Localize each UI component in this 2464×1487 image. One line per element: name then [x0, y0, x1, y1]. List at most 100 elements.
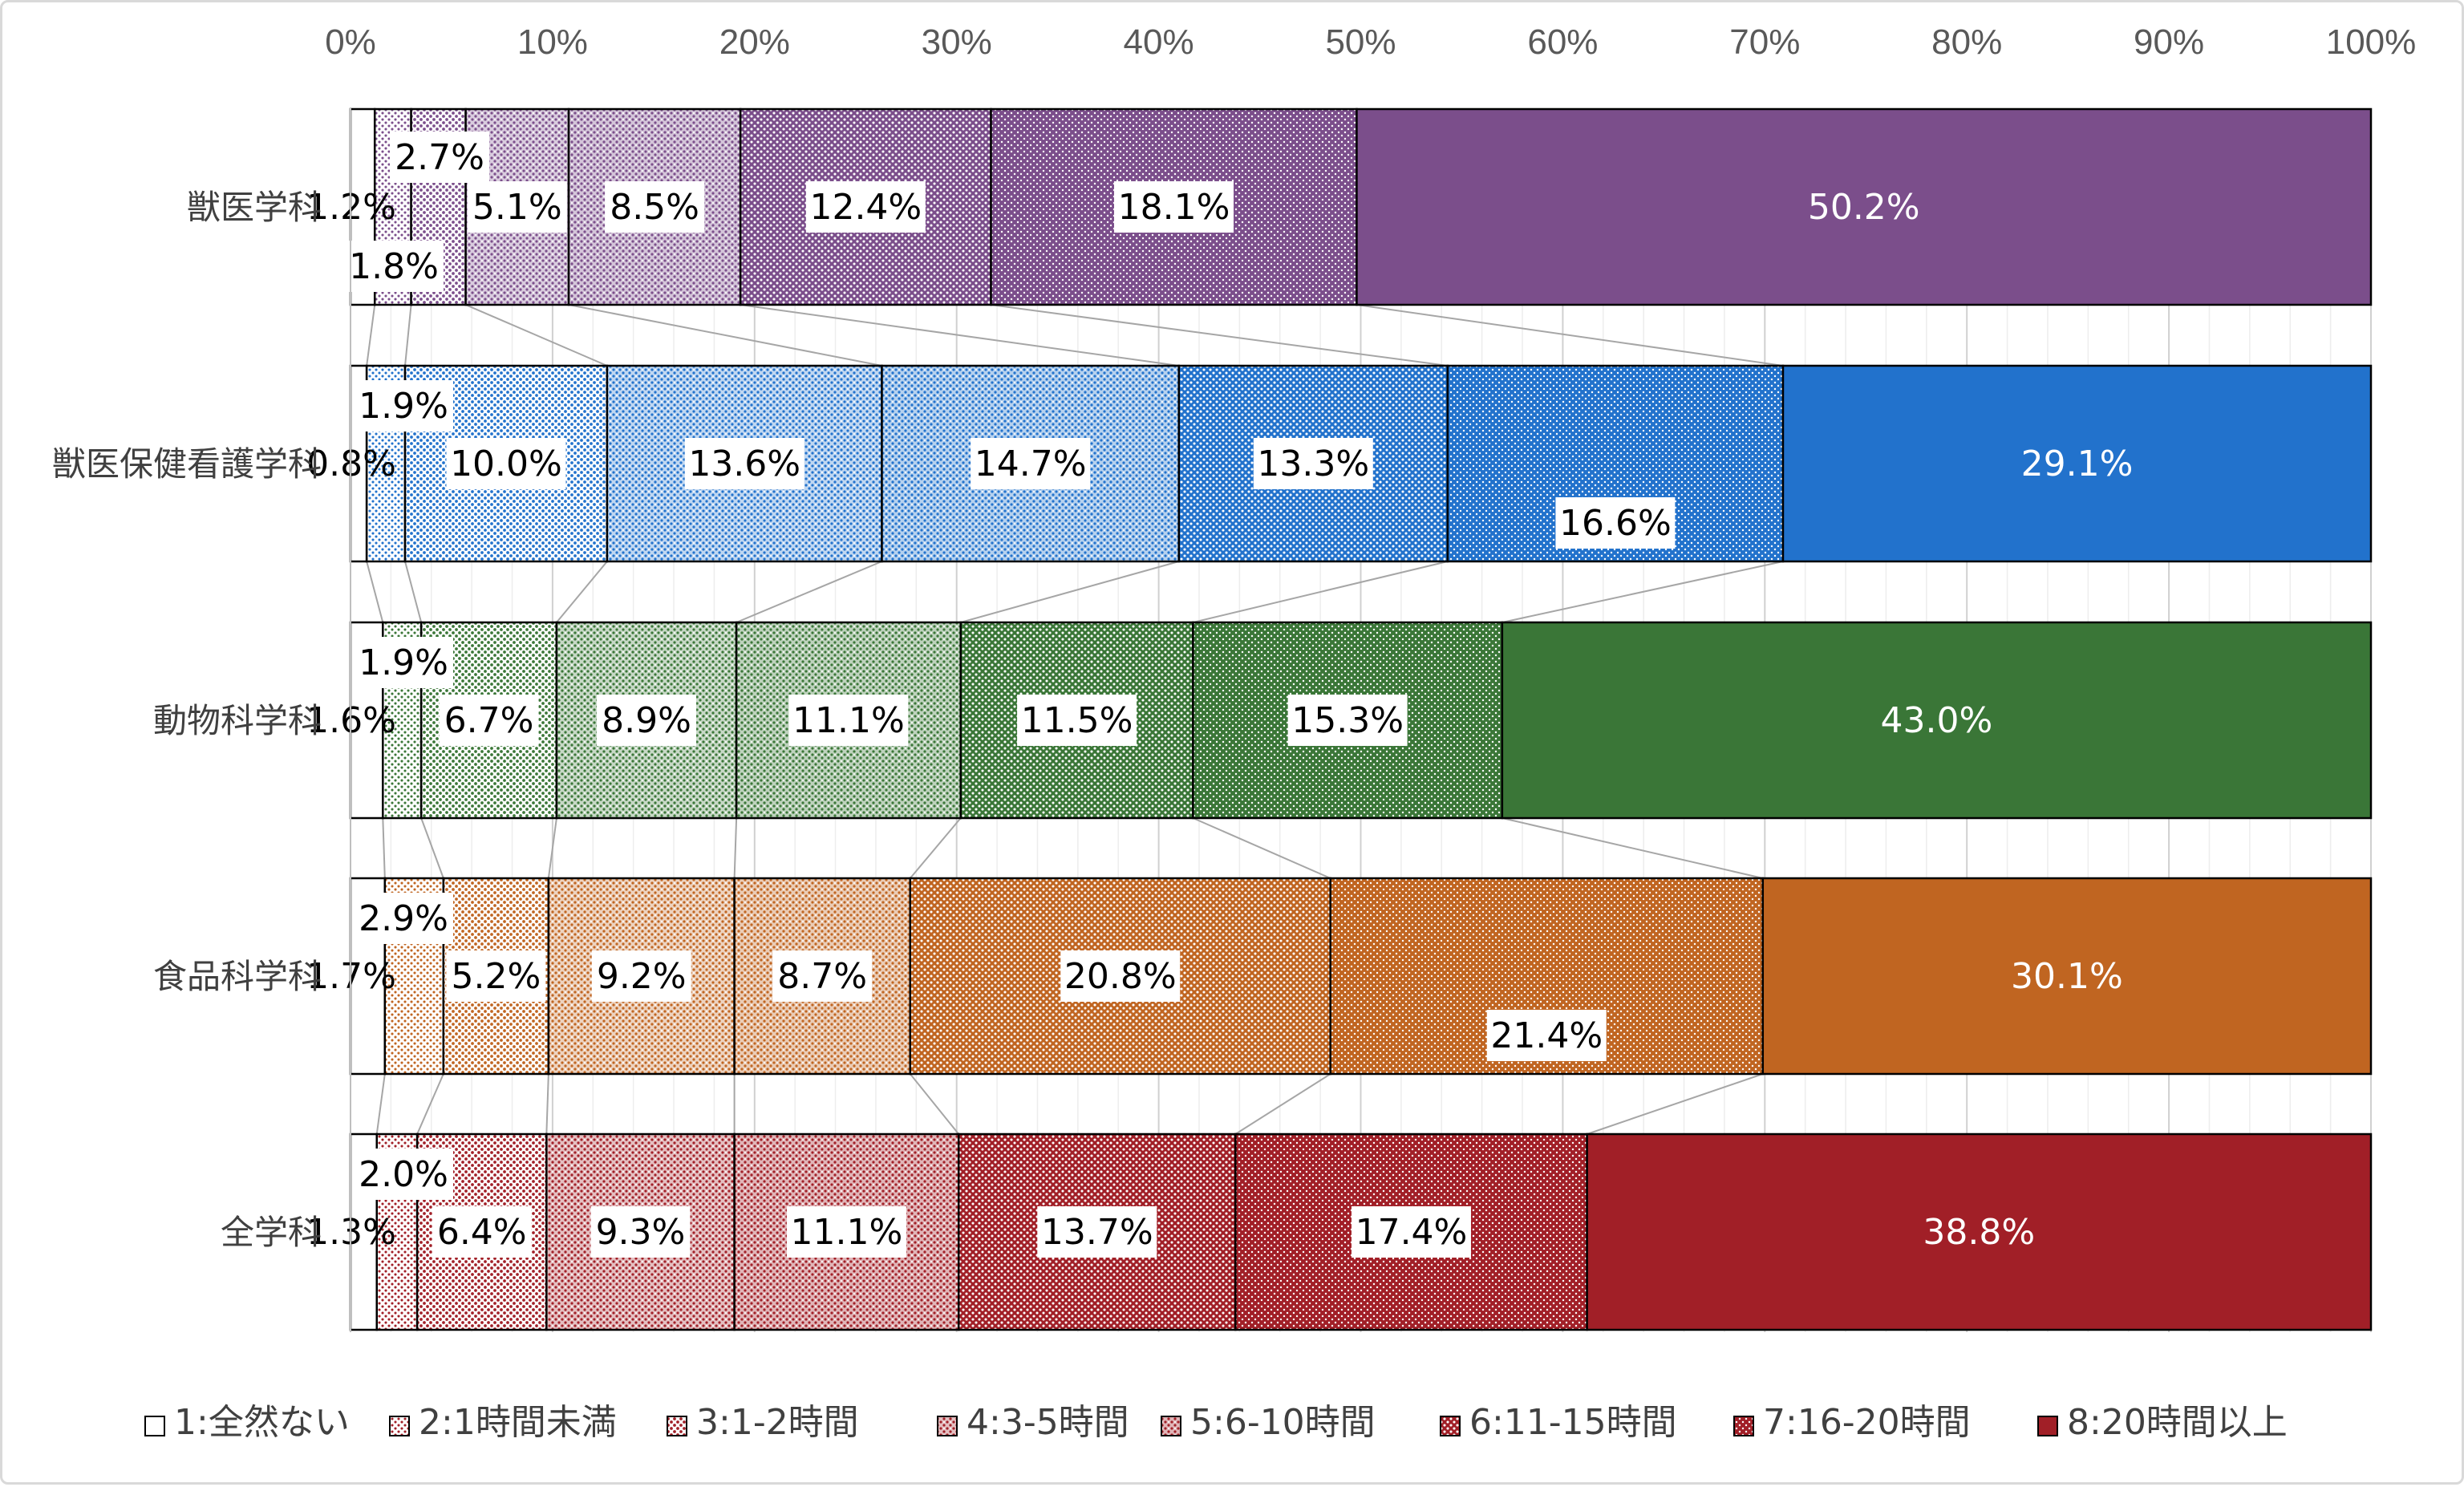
legend-swatch: [1733, 1416, 1754, 1436]
svg-text:9.3%: 9.3%: [596, 1212, 686, 1253]
series-line: [366, 304, 376, 367]
series-lines: [366, 304, 1784, 1135]
svg-text:15.3%: 15.3%: [1291, 700, 1404, 741]
svg-text:8.5%: 8.5%: [610, 187, 699, 228]
legend-label: 8:20時間以上: [2067, 1402, 2288, 1443]
legend-label: 7:16-20時間: [1763, 1402, 1971, 1443]
data-label: 10.0%: [446, 438, 566, 489]
series-line: [545, 1073, 549, 1135]
series-line: [1587, 1073, 1764, 1135]
legend-swatch: [144, 1416, 165, 1436]
data-label: 29.1%: [2021, 444, 2134, 484]
axes: 0% 10% 20% 30% 40% 50% 60% 70% 80% 90% 100% 獣医学科獣医保…: [52, 22, 2416, 1332]
svg-text:6.7%: 6.7%: [444, 700, 534, 741]
data-label: 50.2%: [1808, 187, 1920, 228]
series-line: [465, 304, 608, 367]
bar-segment: [1356, 107, 2373, 306]
svg-text:21.4%: 21.4%: [1490, 1015, 1603, 1056]
series-line: [909, 1073, 959, 1135]
legend-item: 4:3-5時間: [937, 1402, 1129, 1443]
legend-label: 3:1-2時間: [696, 1402, 859, 1443]
series-line: [556, 561, 608, 623]
legend-swatch: [937, 1416, 958, 1436]
legend-item: 6:11-15時間: [1440, 1402, 1677, 1443]
x-tick-label: 100%: [2326, 22, 2417, 62]
svg-text:1.8%: 1.8%: [349, 246, 439, 287]
svg-text:16.6%: 16.6%: [1559, 503, 1672, 544]
data-label: 13.6%: [684, 438, 804, 489]
svg-text:5.1%: 5.1%: [472, 187, 562, 228]
x-tick-label: 20%: [719, 22, 790, 62]
data-label: 5.2%: [446, 950, 546, 1002]
data-label: 11.1%: [788, 695, 909, 746]
legend-swatch: [667, 1416, 687, 1436]
series-line: [547, 817, 557, 879]
series-line: [736, 561, 882, 623]
legend-swatch: [2037, 1416, 2058, 1436]
series-line: [1502, 817, 1764, 879]
series-line: [733, 817, 738, 879]
data-label: 43.0%: [1881, 700, 1993, 741]
data-label: 6.4%: [432, 1206, 532, 1258]
legend-swatch: [1161, 1416, 1181, 1436]
svg-text:6.4%: 6.4%: [437, 1212, 527, 1253]
svg-text:50.2%: 50.2%: [1808, 187, 1920, 228]
legend-item: 8:20時間以上: [2037, 1402, 2288, 1443]
x-tick-label: 60%: [1527, 22, 1598, 62]
svg-text:14.7%: 14.7%: [975, 444, 1087, 484]
data-label: 30.1%: [2011, 956, 2123, 997]
svg-text:11.1%: 11.1%: [792, 700, 905, 741]
svg-text:38.8%: 38.8%: [1923, 1212, 2035, 1253]
legend-label: 1:全然ない: [174, 1402, 350, 1443]
series-line: [404, 304, 412, 367]
series-line: [960, 561, 1180, 623]
data-label: 20.8%: [1060, 950, 1181, 1002]
data-label: 12.4%: [805, 181, 926, 233]
data-label: 11.1%: [786, 1206, 906, 1258]
data-label: 17.4%: [1351, 1206, 1471, 1258]
svg-text:13.6%: 13.6%: [688, 444, 800, 484]
data-label: 9.3%: [590, 1206, 691, 1258]
category-label: 獣医保健看護学科: [52, 444, 322, 484]
data-label: 8.5%: [605, 181, 705, 233]
category-label: 食品科学科: [153, 957, 322, 996]
data-label: 15.3%: [1287, 695, 1408, 746]
svg-text:43.0%: 43.0%: [1881, 700, 1993, 741]
x-tick-label: 50%: [1325, 22, 1396, 62]
series-line: [1234, 1073, 1331, 1135]
legend-label: 4:3-5時間: [967, 1402, 1129, 1443]
data-label: 1.8%: [344, 241, 444, 292]
category-label: 動物科学科: [153, 701, 322, 740]
svg-text:29.1%: 29.1%: [2021, 444, 2134, 484]
series-line: [404, 561, 423, 623]
data-label: 8.7%: [772, 950, 873, 1002]
svg-text:11.1%: 11.1%: [791, 1212, 903, 1253]
data-labels: 1.2%1.8%2.7%5.1% 8.5% 12.4% 18.1% 50.2%0.8%1…: [306, 132, 2133, 1258]
x-tick-label: 40%: [1124, 22, 1194, 62]
series-line: [740, 304, 1179, 367]
svg-text:2.9%: 2.9%: [359, 898, 448, 939]
bar-segment: [1501, 621, 2373, 820]
bar-segment: [881, 364, 1181, 563]
series-line: [909, 817, 962, 879]
svg-text:20.8%: 20.8%: [1064, 956, 1177, 997]
svg-text:8.9%: 8.9%: [602, 700, 691, 741]
svg-text:13.7%: 13.7%: [1041, 1212, 1153, 1253]
data-label: 11.5%: [1017, 695, 1137, 746]
data-label: 2.7%: [390, 132, 489, 183]
svg-text:9.2%: 9.2%: [597, 956, 687, 997]
data-label: 2.9%: [354, 893, 453, 944]
series-line: [366, 561, 384, 623]
x-tick-label: 0%: [325, 22, 376, 62]
series-line: [420, 817, 444, 879]
bar-segment: [1781, 364, 2373, 563]
x-tick-label: 80%: [1931, 22, 2002, 62]
series-line: [1502, 561, 1784, 623]
data-label: 13.3%: [1253, 438, 1373, 489]
legend-item: 3:1-2時間: [667, 1402, 859, 1443]
svg-text:11.5%: 11.5%: [1021, 700, 1133, 741]
legend-swatch: [389, 1416, 410, 1436]
x-tick-label: 70%: [1729, 22, 1800, 62]
